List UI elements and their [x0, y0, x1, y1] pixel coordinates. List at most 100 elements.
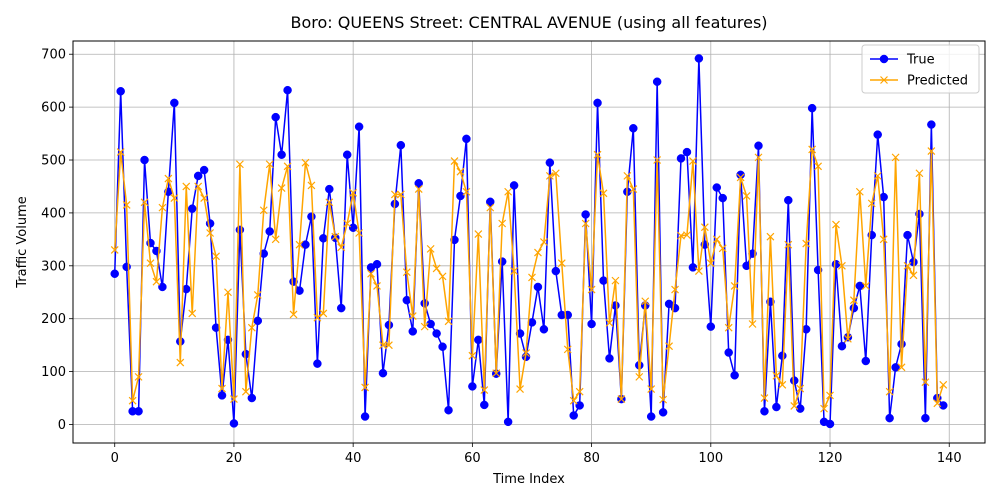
data-point — [199, 165, 209, 175]
data-point — [551, 266, 561, 276]
data-point — [206, 229, 215, 237]
data-point — [927, 147, 936, 155]
data-point — [891, 153, 900, 162]
data-point — [676, 154, 686, 163]
data-point — [855, 281, 865, 291]
data-point — [110, 269, 119, 278]
x-tick-label: 60 — [464, 451, 481, 466]
x-tick-label: 0 — [111, 451, 119, 466]
data-point — [379, 341, 387, 350]
data-point — [652, 77, 662, 86]
data-point — [837, 341, 847, 351]
data-point — [820, 404, 828, 413]
data-point — [224, 288, 232, 297]
data-point — [593, 98, 602, 108]
data-point — [122, 262, 131, 272]
data-point — [325, 198, 334, 207]
data-point — [438, 342, 447, 351]
data-point — [885, 413, 894, 423]
data-point — [343, 219, 352, 228]
data-point — [915, 169, 924, 178]
x-tick-label: 140 — [937, 451, 962, 466]
data-point — [301, 240, 310, 249]
data-point — [796, 384, 805, 393]
plot-frame — [72, 40, 986, 444]
data-point — [408, 327, 418, 336]
data-point — [247, 323, 256, 332]
data-point — [587, 319, 596, 329]
data-point — [271, 112, 280, 122]
data-point — [629, 124, 638, 133]
data-point — [605, 319, 614, 327]
y-tick-label: 0 — [58, 418, 66, 433]
data-point — [396, 140, 406, 150]
data-point — [456, 191, 465, 201]
data-point — [241, 387, 250, 396]
data-point — [545, 158, 555, 167]
y-tick-label: 400 — [41, 206, 66, 221]
data-point — [301, 158, 310, 167]
data-point — [110, 246, 119, 254]
data-point — [539, 325, 549, 334]
data-point — [200, 194, 209, 203]
data-point — [259, 249, 268, 258]
data-point — [152, 277, 161, 286]
data-point — [516, 385, 524, 393]
data-point — [569, 411, 578, 420]
data-point — [736, 173, 745, 182]
data-point — [760, 407, 769, 416]
data-point — [605, 354, 614, 363]
data-point — [539, 238, 548, 246]
chart-title: Boro: QUEENS Street: CENTRAL AVENUE (usi… — [290, 13, 767, 32]
series-layer — [110, 54, 948, 429]
x-tick-label: 100 — [698, 451, 723, 466]
data-point — [420, 322, 429, 331]
data-point — [230, 395, 238, 404]
legend-label: Predicted — [907, 74, 968, 89]
data-point — [295, 286, 304, 295]
data-point — [647, 385, 656, 393]
data-point — [760, 394, 769, 402]
data-point — [456, 167, 465, 176]
data-point — [575, 387, 584, 396]
data-point — [706, 259, 715, 268]
data-point — [486, 197, 495, 207]
x-tick-label: 40 — [345, 451, 362, 466]
legend-item-true: True — [870, 53, 935, 68]
data-point — [420, 299, 429, 308]
data-point — [509, 181, 519, 190]
data-point — [903, 230, 912, 240]
data-point — [265, 160, 274, 169]
data-point — [229, 419, 239, 428]
data-point — [271, 235, 280, 244]
data-point — [170, 98, 179, 108]
data-point — [498, 219, 507, 228]
data-point — [426, 244, 435, 253]
grid-lines — [73, 41, 985, 443]
data-point — [217, 391, 227, 400]
data-point — [277, 150, 286, 159]
data-point — [336, 303, 346, 313]
data-point — [367, 269, 375, 278]
data-point — [551, 169, 560, 178]
data-point — [134, 407, 143, 416]
data-point — [450, 157, 459, 165]
data-point — [510, 267, 519, 276]
data-point — [373, 281, 381, 290]
legend: True Predicted — [861, 44, 980, 94]
series-line — [113, 57, 944, 425]
data-point — [778, 351, 787, 360]
legend-box — [861, 44, 980, 94]
data-point — [617, 395, 626, 404]
data-point — [187, 204, 197, 213]
data-point — [587, 285, 596, 294]
data-point — [212, 252, 220, 261]
data-point — [432, 264, 441, 273]
x-axis-ticks: 0 20 40 60 80 100 120 140 — [111, 443, 962, 466]
data-point — [653, 156, 662, 164]
data-point — [462, 134, 471, 144]
data-point — [354, 122, 364, 131]
data-point — [361, 383, 370, 392]
data-point — [289, 310, 298, 319]
data-point — [307, 181, 316, 190]
